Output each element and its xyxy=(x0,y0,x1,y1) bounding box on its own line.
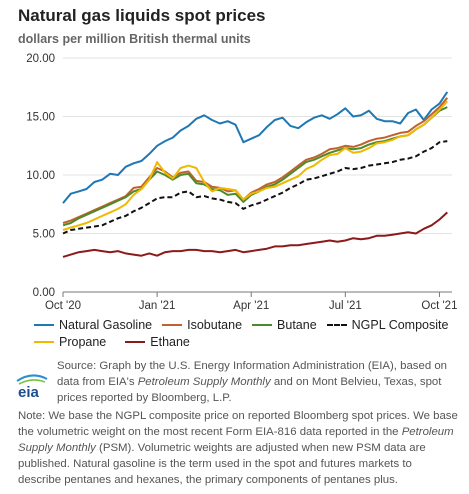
y-tick-label: 0.00 xyxy=(33,287,55,299)
legend-label: Ethane xyxy=(150,334,190,349)
series-line-isobutane xyxy=(62,97,449,224)
legend-item-isobutane: Isobutane xyxy=(162,318,242,332)
series-line-propane xyxy=(62,100,449,231)
legend-label: Butane xyxy=(277,317,317,332)
x-tick-label: Jan '21 xyxy=(139,300,176,312)
note-publication: Petroleum Supply Monthly xyxy=(18,426,454,454)
chart-title: Natural gas liquids spot prices xyxy=(18,6,266,25)
legend-item-natural-gasoline: Natural Gasoline xyxy=(34,318,152,332)
legend-item-ngpl-composite: NGPL Composite xyxy=(326,317,449,332)
legend-swatch xyxy=(34,323,54,326)
legend-label: Isobutane xyxy=(187,317,243,332)
legend-item-butane: Butane xyxy=(252,318,317,332)
x-tick-label: Jul '21 xyxy=(329,300,362,312)
series-line-ethane xyxy=(62,211,448,258)
legend-label: Propane xyxy=(59,334,107,349)
legend-item-propane: Propane xyxy=(34,335,106,349)
legend-row: Propane Ethane xyxy=(34,333,454,350)
series-line-ngpl-composite xyxy=(62,140,448,235)
note-text: Note: We base the NGPL composite price o… xyxy=(18,410,458,438)
y-tick-label: 15.00 xyxy=(26,112,55,124)
line-chart: 0.00 5.00 10.00 15.00 20.00 Oct '20 Jan '21 Apr… xyxy=(26,53,457,312)
legend-swatch xyxy=(162,323,183,326)
y-tick-label: 20.00 xyxy=(26,53,55,65)
chart-legend: Natural Gasoline Isobutane Butane NGPL C… xyxy=(34,316,454,350)
legend-swatch xyxy=(125,340,146,343)
x-tick-label: Oct '21 xyxy=(421,300,457,312)
legend-label: NGPL Composite xyxy=(351,317,449,332)
legend-item-ethane: Ethane xyxy=(125,335,190,349)
eia-logo-text: eia xyxy=(18,384,40,400)
y-tick-label: 10.00 xyxy=(26,170,55,182)
y-tick-label: 5.00 xyxy=(33,229,55,241)
source-text: Source: Graph by the U.S. Energy Informa… xyxy=(57,360,448,388)
legend-label: Natural Gasoline xyxy=(59,317,153,332)
footnote: Note: We base the NGPL composite price o… xyxy=(18,408,458,488)
legend-swatch xyxy=(252,323,273,326)
series-line-natural-gasoline xyxy=(62,91,449,204)
source-note: Source: Graph by the U.S. Energy Informa… xyxy=(57,358,457,406)
source-publication: Petroleum Supply Monthly xyxy=(137,376,271,388)
x-tick-label: Apr '21 xyxy=(233,300,269,312)
legend-row: Natural Gasoline Isobutane Butane NGPL C… xyxy=(34,316,454,333)
eia-logo-icon: eia xyxy=(16,374,48,400)
legend-swatch xyxy=(34,340,54,343)
note-text-end: (PSM). Volumetric weights are adjusted w… xyxy=(18,442,426,486)
x-tick-label: Oct '20 xyxy=(45,300,81,312)
chart-subtitle: dollars per million British thermal unit… xyxy=(18,32,251,46)
source-text-end: and on Mont Belvieu, Texas, spot prices … xyxy=(57,376,442,404)
legend-swatch xyxy=(326,323,347,326)
